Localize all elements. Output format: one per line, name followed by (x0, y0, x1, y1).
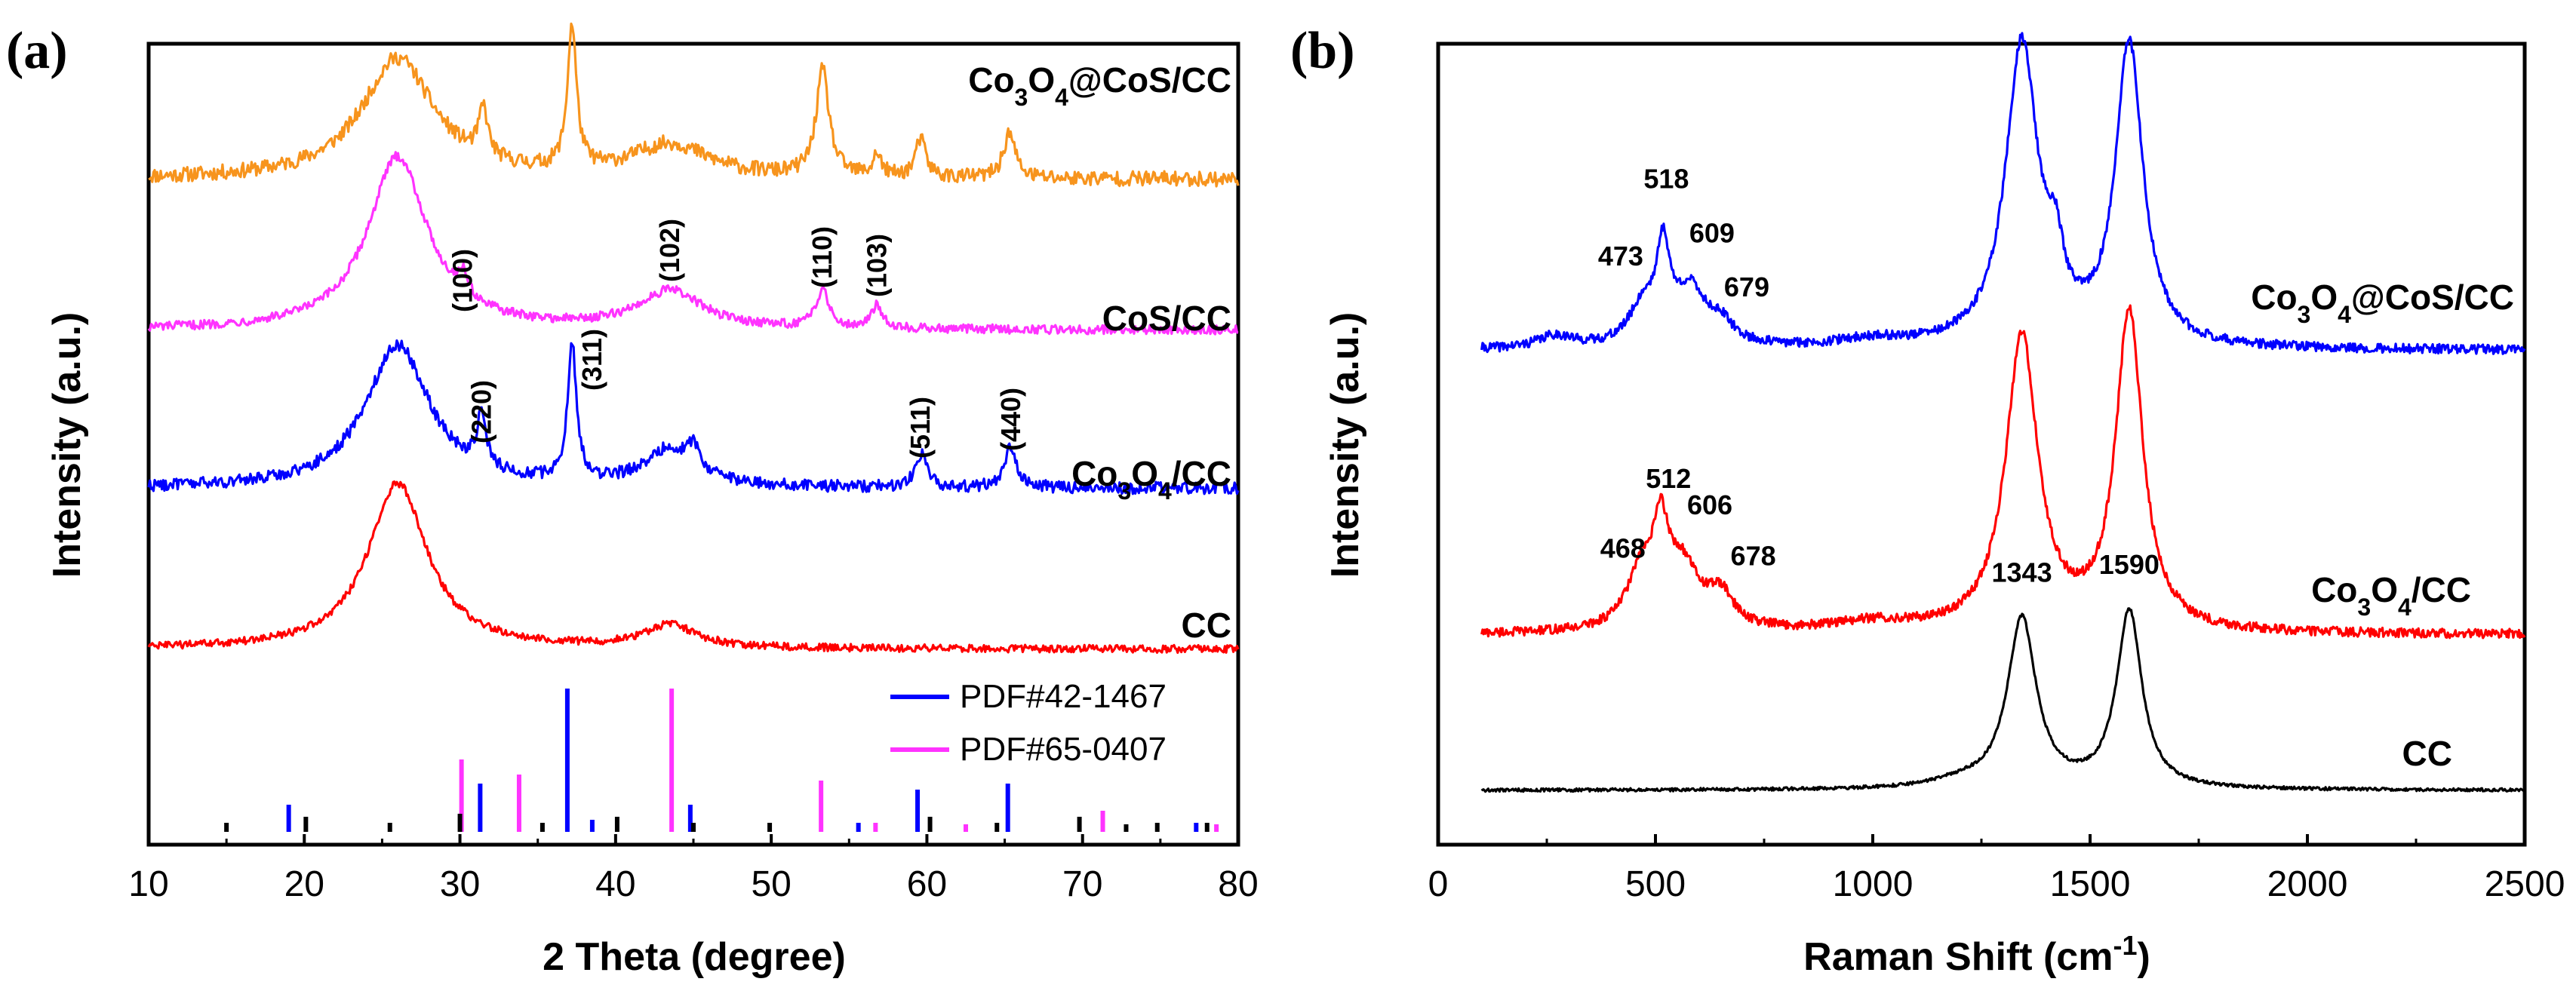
x-axis-title: Raman Shift (cm-1) (1803, 930, 2150, 980)
legend-label: PDF#42-1467 (960, 678, 1167, 715)
series-label: Co3O4@CoS/CC (968, 60, 1231, 111)
peak-annotation: 606 (1687, 489, 1732, 520)
peak-annotation: (511) (905, 397, 936, 459)
series-line-co3o4-cos-cc (148, 22, 1240, 188)
y-axis-title: Intensity (a.u.) (45, 312, 89, 578)
peak-annotation: 512 (1646, 463, 1691, 494)
series-label-part: @CoS/CC (1068, 60, 1231, 100)
plot-frame (1436, 41, 2527, 847)
series-label-part: 4 (2398, 594, 2412, 621)
peak-annotation: 679 (1724, 272, 1769, 302)
x-tick-label: 0 (1428, 864, 1449, 904)
x-tick-label: 10 (128, 864, 168, 904)
peak-annotation: 468 (1600, 532, 1646, 563)
peak-annotation: 473 (1598, 241, 1643, 272)
x-tick-label: 80 (1218, 864, 1258, 904)
panel-b-tag: (b) (1290, 22, 1355, 80)
y-axis-title: Intensity (a.u.) (1323, 312, 1367, 578)
series-line-co3o4-cc (147, 339, 1240, 495)
x-axis-title-part: Raman Shift (cm (1803, 935, 2113, 979)
series-label-part: /CC (1172, 454, 1231, 493)
series-label-part: 3 (1117, 477, 1131, 505)
series-label-part: Co (1071, 454, 1117, 493)
series-label-part: CC (1182, 606, 1231, 645)
series-label-part: 3 (1015, 84, 1028, 111)
peak-annotation: 609 (1689, 217, 1735, 248)
series-label-part: CoS/CC (1102, 299, 1231, 338)
x-tick-label: 60 (907, 864, 947, 904)
peak-annotation: 518 (1643, 164, 1689, 195)
x-tick-label: 40 (595, 864, 635, 904)
series-label: CC (1182, 606, 1231, 645)
x-tick-label: 1000 (1833, 864, 1914, 904)
panel-a-tag: (a) (6, 22, 68, 80)
series-label-part: O (1131, 454, 1158, 493)
peak-annotation: (220) (466, 380, 496, 443)
legend-label: PDF#65-0407 (960, 731, 1167, 768)
series-label-part: O (1028, 60, 1055, 100)
series-line-cc (147, 480, 1240, 654)
x-axis-title-part: -1 (2113, 930, 2137, 961)
raman-panel: 0 500 1000 1500 2000 2500Co3O4@CoS/CC47351860… (1323, 32, 2565, 980)
series-label-part: 4 (2338, 301, 2351, 328)
series-label-part: O (2310, 278, 2338, 317)
series-label: Co3O4@CoS/CC (2251, 278, 2514, 328)
series-label-part: CC (2402, 734, 2452, 773)
series-label-part: Co (968, 60, 1014, 100)
x-tick-label: 500 (1625, 864, 1686, 904)
series-label-part: 4 (1055, 84, 1068, 111)
xrd-panel: 10 20 30 40 50 60 70 80Co3O4@CoS/CCCoS/CC(100)(… (45, 22, 1259, 979)
series-label: Co3O4/CC (2311, 570, 2471, 621)
series-label: CC (2402, 734, 2452, 773)
peak-annotation: (440) (995, 388, 1026, 451)
series-label-part: @CoS/CC (2351, 278, 2514, 317)
series-label-part: 3 (2357, 594, 2371, 621)
series-label: CoS/CC (1102, 299, 1231, 338)
series-line-co3o4-cc (1480, 304, 2526, 640)
series-line-cos-cc (147, 151, 1239, 336)
series-label-part: 3 (2298, 301, 2311, 328)
x-axis-title: 2 Theta (degree) (543, 935, 846, 979)
peak-annotation: (103) (861, 234, 892, 297)
series-label-part: 4 (1158, 477, 1172, 505)
series-line-co3o4-cos-cc (1480, 32, 2526, 355)
peak-annotation: 678 (1731, 541, 1776, 572)
series-label-part: Co (2251, 278, 2297, 317)
x-tick-label: 30 (440, 864, 480, 904)
peak-annotation: 1343 (1992, 557, 2052, 588)
peak-annotation: (311) (576, 329, 607, 391)
x-tick-label: 20 (284, 864, 324, 904)
series-label: Co3O4/CC (1071, 454, 1231, 505)
series-label-part: O (2371, 570, 2398, 609)
x-tick-label: 70 (1062, 864, 1102, 904)
x-tick-label: 50 (751, 864, 791, 904)
x-axis-title-part: ) (2137, 935, 2150, 979)
peak-annotation: (110) (807, 226, 838, 288)
series-label-part: /CC (2412, 570, 2471, 609)
x-tick-label: 2000 (2267, 864, 2348, 904)
x-tick-label: 2500 (2485, 864, 2565, 904)
series-line-cc (1480, 607, 2526, 793)
series-label-part: Co (2311, 570, 2357, 609)
peak-annotation: (100) (447, 249, 478, 312)
x-tick-label: 1500 (2050, 864, 2131, 904)
peak-annotation: (102) (654, 219, 685, 282)
plot-frame (146, 41, 1240, 847)
peak-annotation: 1590 (2099, 549, 2159, 580)
